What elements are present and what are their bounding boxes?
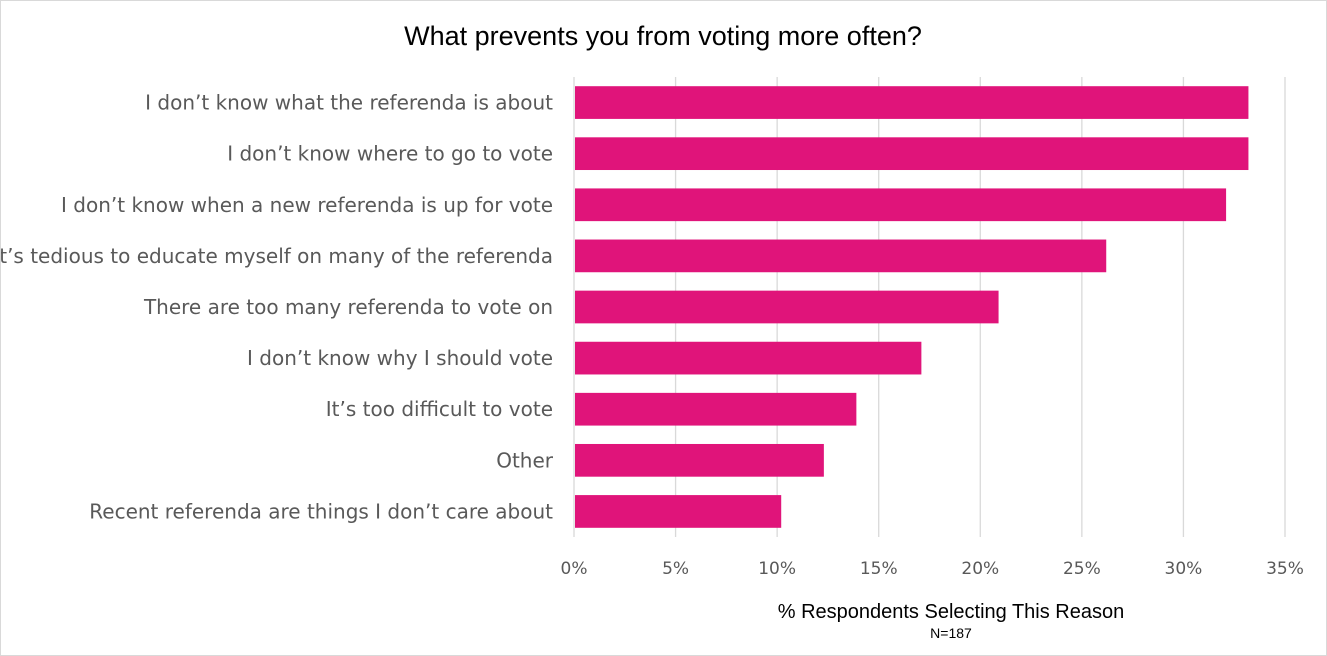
bar [575, 188, 1227, 222]
x-tick-label: 0% [561, 559, 588, 579]
x-tick-labels: 0% 5% 10% 15% 20% 25% 30% 35% [561, 559, 1304, 579]
bar [575, 392, 857, 426]
x-tick-label: 10% [758, 559, 796, 579]
bar [575, 495, 782, 528]
category-label: I don’t know where to go to vote [227, 142, 553, 166]
x-tick-label: 20% [961, 559, 999, 579]
category-label: It’s too difficult to vote [326, 397, 553, 421]
category-label: There are too many referenda to vote on [143, 295, 553, 319]
x-tick-label: 25% [1063, 559, 1101, 579]
category-label: It’s tedious to educate myself on many o… [1, 244, 553, 268]
category-label: Other [496, 448, 554, 472]
bar [575, 341, 922, 375]
bar [575, 443, 824, 477]
bars [575, 86, 1249, 528]
x-tick-label: 15% [860, 559, 898, 579]
category-label: Recent referenda are things I don’t care… [89, 499, 553, 523]
x-axis-label: % Respondents Selecting This Reason [778, 601, 1125, 623]
chart-title: What prevents you from voting more often… [404, 21, 922, 51]
bar [575, 86, 1249, 119]
category-label: I don’t know why I should vote [247, 346, 553, 370]
category-label: I don’t know when a new referenda is up … [61, 193, 553, 217]
x-tick-label: 30% [1165, 559, 1203, 579]
bar [575, 239, 1107, 273]
bar [575, 137, 1249, 171]
category-label: I don’t know what the referenda is about [145, 91, 553, 115]
category-labels: I don’t know what the referenda is about… [1, 91, 554, 524]
sample-size-note: N=187 [930, 625, 972, 641]
bar [575, 290, 999, 324]
x-tick-label: 35% [1266, 559, 1304, 579]
x-tick-label: 5% [662, 559, 689, 579]
